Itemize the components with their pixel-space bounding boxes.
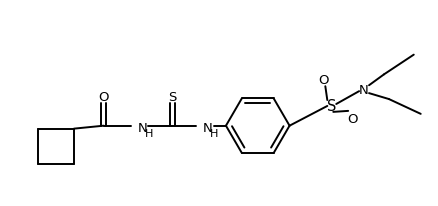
Text: S: S [327,99,336,114]
Text: N: N [138,122,147,135]
Text: H: H [145,128,153,138]
Text: H: H [210,128,219,138]
Text: O: O [99,90,109,103]
Text: N: N [203,122,213,135]
Text: O: O [347,113,357,126]
Text: N: N [359,83,369,96]
Text: S: S [168,90,177,103]
Text: O: O [318,74,328,86]
